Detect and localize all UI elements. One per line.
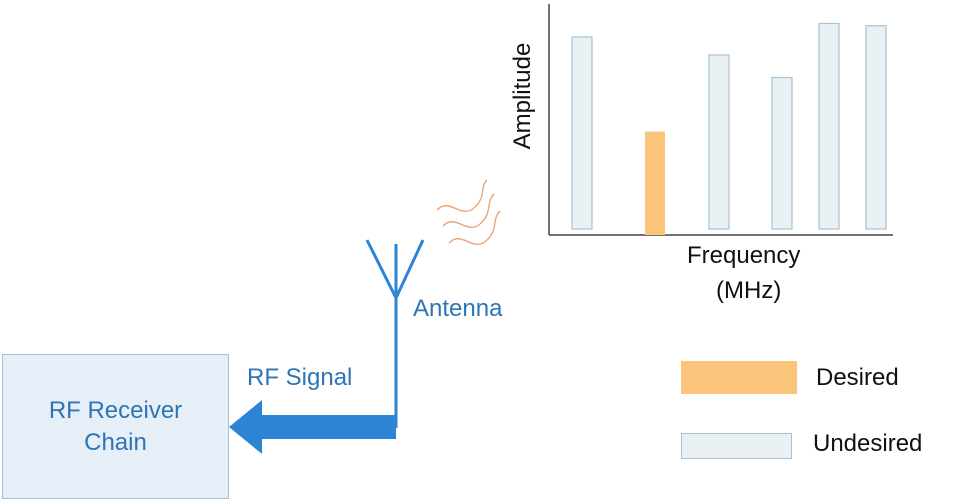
rf-signal-label: RF Signal bbox=[247, 364, 353, 391]
chart-bar-undesired-3 bbox=[708, 54, 730, 230]
legend-undesired-swatch bbox=[681, 433, 792, 459]
rf-signal-arrow bbox=[229, 400, 396, 454]
legend-undesired-label: Undesired bbox=[813, 430, 923, 457]
receiver-label-line1: RF Receiver bbox=[48, 396, 183, 424]
chart-y-axis-label: Amplitude bbox=[509, 42, 536, 150]
chart-x-axis-label: Frequency bbox=[687, 242, 801, 269]
chart-bars bbox=[571, 22, 887, 235]
antenna-icon bbox=[365, 239, 425, 428]
receiver-label-line2: Chain bbox=[84, 428, 147, 456]
chart-x-axis-unit: (MHz) bbox=[716, 277, 782, 304]
chart-bar-desired-2 bbox=[645, 131, 665, 235]
legend-desired-label: Desired bbox=[816, 364, 899, 391]
antenna-label: Antenna bbox=[413, 295, 503, 322]
chart-bar-undesired-5 bbox=[818, 22, 840, 230]
rf-receiver-chain-block: RF Receiver Chain bbox=[2, 354, 229, 499]
radio-wave-icon bbox=[436, 179, 501, 245]
chart-bar-undesired-6 bbox=[865, 25, 887, 230]
legend-desired-swatch bbox=[681, 361, 797, 394]
chart-bar-undesired-1 bbox=[571, 36, 593, 230]
chart-bar-undesired-4 bbox=[771, 76, 793, 230]
